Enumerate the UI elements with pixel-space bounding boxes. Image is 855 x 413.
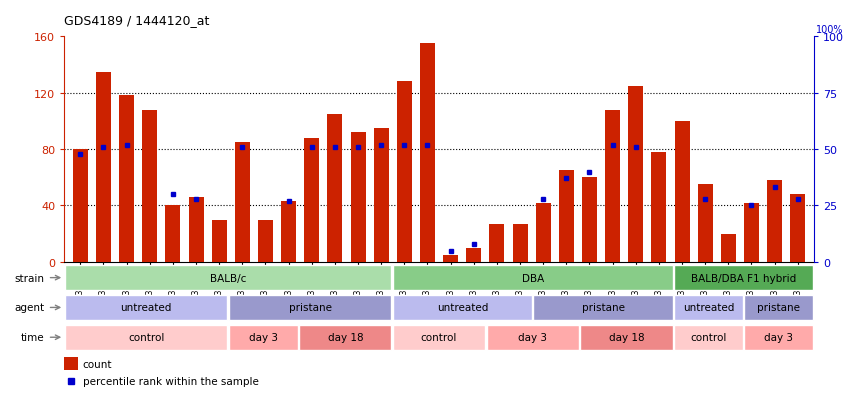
Text: day 3: day 3: [764, 332, 793, 342]
Bar: [393, 325, 485, 350]
Bar: [443, 255, 458, 262]
Bar: [767, 180, 782, 262]
Bar: [486, 325, 579, 350]
Bar: [559, 171, 574, 262]
Bar: [304, 138, 319, 262]
Bar: [582, 178, 597, 262]
Bar: [466, 248, 481, 262]
Text: day 3: day 3: [249, 332, 278, 342]
Text: pristane: pristane: [758, 303, 800, 313]
Bar: [745, 295, 813, 320]
Bar: [73, 150, 88, 262]
Text: percentile rank within the sample: percentile rank within the sample: [83, 376, 259, 386]
Bar: [64, 357, 78, 370]
Text: day 3: day 3: [518, 332, 547, 342]
Bar: [65, 265, 392, 291]
Bar: [96, 72, 111, 262]
Bar: [374, 128, 389, 262]
Bar: [229, 325, 298, 350]
Bar: [674, 295, 743, 320]
Bar: [327, 114, 342, 262]
Bar: [745, 325, 813, 350]
Bar: [675, 121, 690, 262]
Bar: [628, 86, 643, 262]
Text: agent: agent: [15, 303, 44, 313]
Bar: [536, 203, 551, 262]
Text: 100%: 100%: [816, 25, 843, 35]
Bar: [142, 110, 157, 262]
Bar: [351, 133, 366, 262]
Bar: [235, 142, 250, 262]
Text: DBA: DBA: [522, 273, 544, 283]
Text: count: count: [83, 359, 112, 369]
Bar: [258, 220, 273, 262]
Bar: [393, 295, 532, 320]
Text: GDS4189 / 1444120_at: GDS4189 / 1444120_at: [64, 14, 209, 27]
Bar: [212, 220, 227, 262]
Bar: [721, 234, 736, 262]
Text: untreated: untreated: [121, 303, 172, 313]
Bar: [420, 44, 435, 262]
Bar: [605, 110, 620, 262]
Bar: [119, 96, 134, 262]
Bar: [674, 265, 813, 291]
Text: control: control: [421, 332, 457, 342]
Bar: [790, 195, 805, 262]
Bar: [674, 325, 743, 350]
Text: control: control: [690, 332, 727, 342]
Bar: [65, 325, 227, 350]
Text: untreated: untreated: [683, 303, 734, 313]
Text: BALB/DBA F1 hybrid: BALB/DBA F1 hybrid: [691, 273, 796, 283]
Text: strain: strain: [15, 273, 44, 283]
Bar: [489, 224, 504, 262]
Bar: [281, 202, 296, 262]
Bar: [698, 185, 713, 262]
Text: control: control: [128, 332, 164, 342]
Text: pristane: pristane: [289, 303, 332, 313]
Bar: [744, 203, 759, 262]
Bar: [188, 197, 203, 262]
Bar: [393, 265, 673, 291]
Text: untreated: untreated: [437, 303, 488, 313]
Text: day 18: day 18: [609, 332, 645, 342]
Bar: [165, 206, 180, 262]
Bar: [299, 325, 392, 350]
Bar: [512, 224, 528, 262]
Bar: [397, 82, 412, 262]
Bar: [581, 325, 673, 350]
Text: pristane: pristane: [581, 303, 624, 313]
Bar: [229, 295, 392, 320]
Text: BALB/c: BALB/c: [210, 273, 246, 283]
Bar: [652, 152, 666, 262]
Bar: [534, 295, 673, 320]
Text: day 18: day 18: [327, 332, 363, 342]
Text: time: time: [21, 332, 44, 342]
Bar: [65, 295, 227, 320]
